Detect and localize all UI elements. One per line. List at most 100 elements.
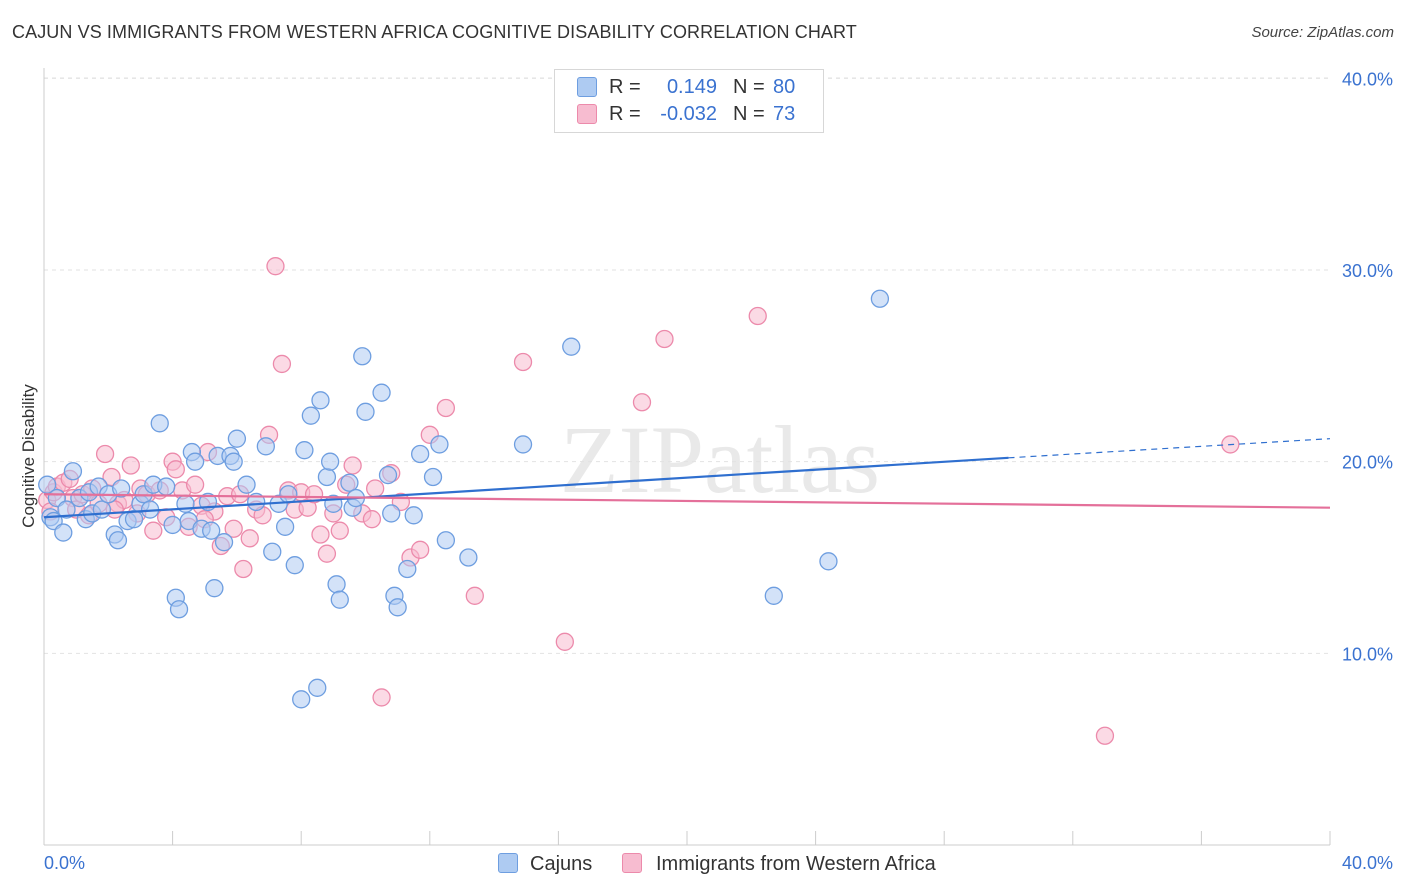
data-point-immigrants [436, 398, 456, 418]
data-point-cajun [112, 479, 131, 498]
data-point-cajun [292, 690, 311, 709]
data-point-cajun [436, 531, 456, 550]
data-point-cajun [423, 467, 443, 487]
legend-r-label: R = [609, 103, 641, 125]
data-point-immigrants [317, 544, 337, 563]
data-point-cajun [157, 477, 176, 496]
data-point-immigrants [272, 354, 292, 374]
data-point-cajun [224, 452, 243, 471]
y-tick-label: 10.0% [1342, 644, 1393, 664]
data-point-immigrants [304, 485, 324, 504]
data-point-immigrants [465, 586, 484, 605]
legend-r-value: 0.149 [666, 76, 717, 98]
data-point-cajun [340, 473, 359, 492]
data-point-cajun [295, 441, 314, 460]
data-point-cajun [320, 452, 340, 471]
data-point-immigrants [95, 444, 115, 464]
data-point-cajun [317, 467, 337, 487]
data-point-immigrants [240, 529, 259, 548]
y-tick-label: 40.0% [1342, 69, 1393, 89]
data-point-immigrants [411, 540, 430, 559]
data-point-cajun [214, 533, 234, 552]
data-point-cajun [256, 437, 275, 456]
data-point-immigrants [311, 525, 330, 544]
data-point-cajun [301, 406, 320, 425]
axis-labels: 10.0% 20.0% 30.0% 40.0% 0.0% 40.0% Cognitive D… [19, 69, 1393, 873]
data-point-immigrants [362, 510, 382, 529]
data-point-cajun [108, 531, 128, 550]
legend: R = 0.149 N = 80 R = -0.032 N = 73 [554, 69, 824, 133]
data-point-immigrants [632, 393, 652, 412]
legend-r-value: -0.032 [660, 103, 717, 125]
trend-lines [43, 438, 1331, 519]
legend-n-label: N = [733, 103, 765, 125]
data-point-cajun [227, 429, 247, 448]
y-axis-label: Cognitive Disability [19, 384, 38, 528]
data-point-immigrants [555, 632, 574, 651]
trend-line-cajuns-extension [1008, 438, 1331, 459]
data-point-cajun [382, 504, 401, 523]
data-point-cajun [285, 556, 304, 575]
legend-swatch-cajuns [577, 77, 597, 97]
data-point-cajun [459, 548, 478, 567]
data-point-cajun [870, 289, 890, 308]
data-point-cajun [92, 500, 112, 519]
data-point-cajun [38, 475, 57, 494]
data-point-cajun [353, 347, 372, 366]
data-point-cajun [819, 552, 838, 571]
data-point-immigrants [513, 352, 533, 372]
data-point-immigrants [121, 456, 140, 475]
data-point-cajun [237, 475, 256, 494]
data-point-immigrants [224, 519, 243, 538]
bottom-legend-swatch-cajuns [498, 853, 518, 873]
data-point-cajun [513, 435, 533, 454]
legend-n-value: 80 [773, 76, 796, 98]
data-point-cajun [124, 510, 144, 529]
data-point-cajun [404, 506, 423, 525]
trend-line-immigrants [43, 493, 1331, 509]
data-point-cajun [411, 444, 430, 464]
y-tick-label: 20.0% [1342, 453, 1393, 473]
data-point-immigrants [144, 521, 163, 540]
data-point-cajun [327, 575, 346, 594]
data-point-cajun [169, 600, 189, 619]
data-point-immigrants [365, 479, 385, 498]
source-label: Source: ZipAtlas.com [1251, 24, 1394, 41]
watermark: ZIPatlas [560, 406, 880, 513]
data-point-immigrants [372, 688, 391, 707]
data-point-cajun [202, 521, 221, 540]
chart-title: CAJUN VS IMMIGRANTS FROM WESTERN AFRICA … [12, 22, 857, 42]
x-tick-label-min: 0.0% [44, 853, 85, 873]
axes [43, 68, 1331, 846]
data-point-immigrants [655, 329, 674, 349]
legend-swatch-immigrants [577, 104, 597, 124]
trend-line-cajuns [43, 456, 1009, 519]
data-point-cajun [330, 590, 349, 609]
data-point-cajun [378, 465, 398, 485]
data-point-immigrants [185, 475, 205, 494]
data-point-immigrants [1095, 726, 1115, 745]
data-point-cajun [430, 435, 449, 454]
bottom-legend-label: Cajuns [530, 853, 593, 875]
data-point-cajun [279, 485, 298, 504]
legend-n-value: 73 [773, 103, 796, 125]
data-point-cajun [275, 517, 295, 536]
data-point-cajun [764, 586, 783, 605]
data-point-cajun [54, 523, 73, 542]
data-point-cajun [57, 500, 76, 519]
data-point-cajun [398, 559, 417, 579]
data-point-cajun [150, 414, 169, 433]
data-point-immigrants [234, 559, 253, 579]
x-tick-label-max: 40.0% [1342, 853, 1393, 873]
data-point-cajun [356, 402, 375, 421]
data-point-cajun [311, 391, 330, 410]
y-tick-label: 30.0% [1342, 261, 1393, 281]
data-point-immigrants [748, 306, 767, 326]
data-point-immigrants [343, 456, 362, 475]
data-point-cajun [247, 492, 266, 512]
bottom-legend-label: Immigrants from Western Africa [656, 853, 936, 875]
data-point-cajun [263, 542, 282, 561]
data-point-cajun [372, 383, 391, 402]
data-point-cajun [562, 337, 581, 356]
